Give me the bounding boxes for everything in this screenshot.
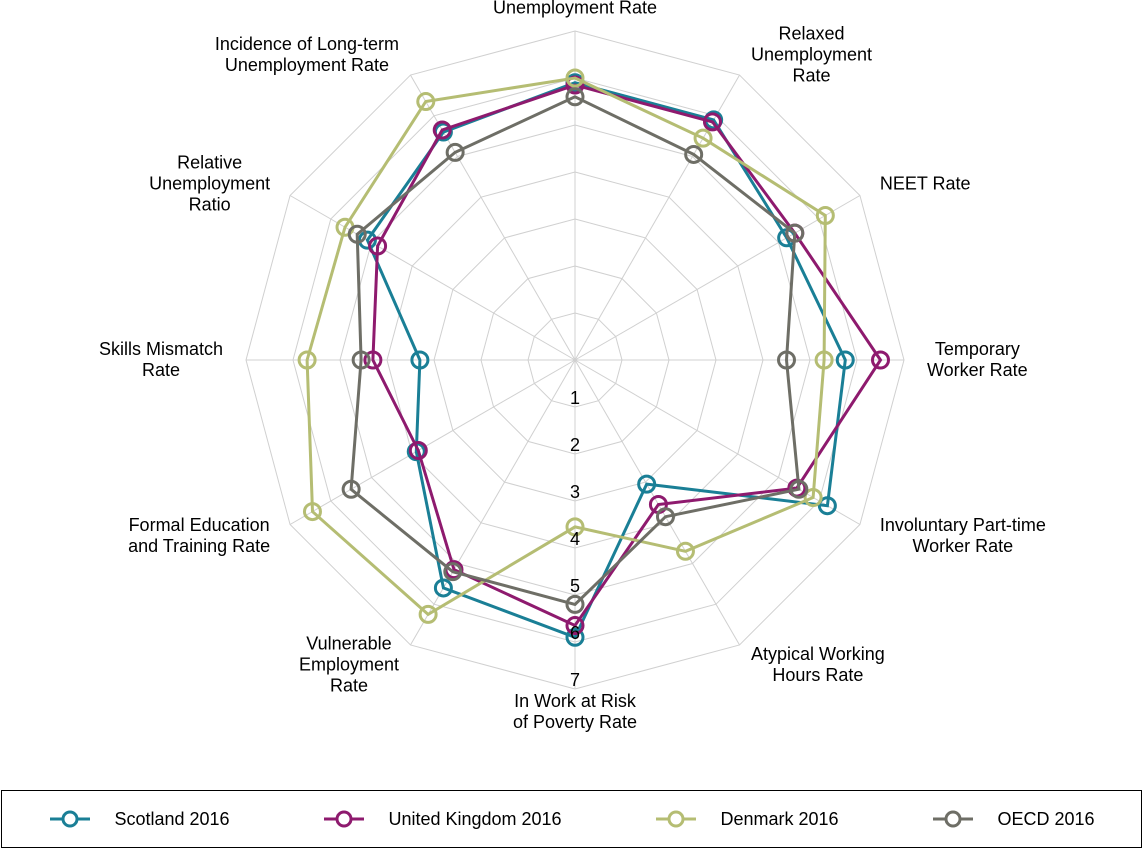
data-point [702, 112, 722, 132]
r-tick-label: 6 [570, 623, 580, 643]
data-point [443, 562, 463, 582]
category-label: Involuntary Part-time Worker Rate [879, 515, 1046, 556]
category-label: Incidence of Long-term Unemployment Rate [214, 34, 399, 76]
r-tick-label: 7 [570, 670, 580, 690]
legend-item: Scotland 2016 [48, 808, 230, 830]
legend-icon [933, 810, 974, 828]
data-point [693, 128, 713, 148]
legend-marker [944, 810, 962, 828]
data-point [675, 541, 695, 561]
data-point [410, 350, 430, 370]
data-point [785, 223, 805, 243]
spoke [289, 359, 576, 525]
spoke [574, 195, 861, 361]
data-point [817, 496, 837, 516]
data-point [368, 236, 388, 256]
data-point [565, 517, 585, 537]
legend-marker [61, 810, 79, 828]
data-point [432, 120, 452, 140]
legend-icon [50, 810, 91, 828]
data-point [418, 604, 438, 624]
legend-marker [667, 810, 685, 828]
chart: 1 2 3 4 5 6 7 [245, 30, 905, 690]
data-point [565, 594, 585, 614]
series-line [305, 76, 827, 617]
data-point [565, 627, 585, 647]
series [341, 87, 809, 614]
category-label: Formal Education and Training Rate [128, 515, 271, 556]
category-label: Unemployment Rate [492, 0, 658, 18]
legend-marker [335, 810, 353, 828]
legend-label: Denmark 2016 [720, 808, 839, 829]
legend-label: United Kingdom 2016 [388, 808, 562, 829]
data-point [835, 350, 855, 370]
r-tick-label: 1 [570, 388, 580, 408]
legend-label: Scotland 2016 [114, 808, 230, 829]
data-point [565, 68, 585, 88]
data-point [341, 479, 361, 499]
data-point [565, 616, 585, 636]
spoke [574, 359, 740, 646]
data-point [351, 350, 371, 370]
category-label: Relaxed Unemployment Rate [751, 23, 873, 86]
data-point [363, 350, 383, 370]
data-point [302, 502, 322, 522]
data-point [777, 350, 796, 370]
category-label: NEET Rate [879, 173, 971, 194]
series-line [349, 95, 801, 607]
data-point [789, 479, 809, 499]
legend-item: OECD 2016 [931, 808, 1095, 830]
data-point [637, 474, 657, 494]
data-point [815, 205, 835, 225]
category-label: Atypical Working Hours Rate [751, 643, 885, 685]
legend-label: OECD 2016 [997, 808, 1095, 829]
r-tick-label: 2 [570, 435, 580, 455]
data-point [655, 507, 675, 527]
data-point [565, 87, 585, 107]
category-label: Temporary Worker Rate [927, 339, 1028, 380]
data-point [416, 92, 436, 112]
legend-item: United Kingdom 2016 [322, 808, 562, 830]
category-label: Relative Unemployment Ratio [149, 152, 271, 215]
data-point [408, 440, 428, 460]
legend: Scotland 2016 United Kingdom 2016 Denmark … [1, 790, 1142, 848]
r-tick-label: 4 [570, 529, 580, 549]
legend-icon [656, 810, 697, 828]
data-point [445, 142, 465, 162]
series [297, 68, 835, 624]
data-point [803, 487, 823, 507]
data-point [347, 224, 367, 244]
spoke [410, 359, 576, 646]
data-point [871, 350, 890, 370]
data-point [433, 578, 453, 598]
data-point [357, 230, 377, 250]
category-label: Skills Mismatch Rate [98, 339, 223, 380]
category-label: In Work at Risk of Poverty Rate [512, 691, 638, 732]
r-tick-label: 3 [570, 482, 580, 502]
data-point [297, 350, 317, 370]
series-line [371, 83, 883, 628]
data-point [814, 350, 834, 370]
legend-item: Denmark 2016 [654, 808, 839, 830]
category-label: Vulnerable Employment Rate [298, 633, 399, 696]
r-tick-label: 5 [570, 576, 580, 596]
data-point [684, 144, 704, 164]
legend-icon [324, 810, 365, 828]
